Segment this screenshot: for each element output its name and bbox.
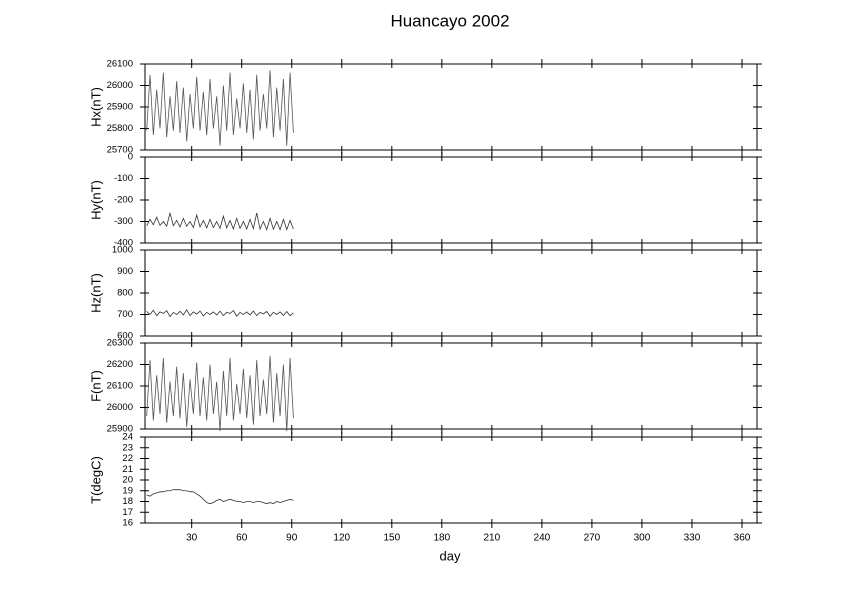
data-line — [146, 489, 294, 505]
y-tick-label: 800 — [117, 288, 133, 299]
x-tick-label: 240 — [534, 533, 551, 544]
plot-frame — [144, 156, 758, 244]
chart-title: Huancayo 2002 — [390, 11, 509, 30]
y-tick-label: 600 — [117, 331, 133, 342]
y-tick-label: 21 — [122, 464, 133, 475]
y-tick-label: 0 — [128, 152, 133, 163]
x-tick-label: 120 — [333, 533, 350, 544]
x-tick-label: 180 — [433, 533, 450, 544]
plot-frame — [144, 249, 758, 337]
y-tick-label: 25700 — [107, 145, 133, 156]
y-tick-label: 1000 — [112, 245, 133, 256]
y-tick-label: 26000 — [107, 80, 133, 91]
y-tick-label: 23 — [122, 442, 133, 453]
y-tick-label: -200 — [114, 195, 133, 206]
y-tick-label: 19 — [122, 485, 133, 496]
y-tick-label: 26300 — [107, 338, 133, 349]
y-tick-label: 25800 — [107, 123, 133, 134]
y-tick-label: 900 — [117, 266, 133, 277]
y-tick-label: 700 — [117, 309, 133, 320]
x-tick-label: 60 — [236, 533, 248, 544]
y-axis-label: F(nT) — [88, 370, 103, 402]
y-tick-label: 16 — [122, 518, 133, 529]
data-line — [146, 309, 294, 318]
y-tick-label: 25900 — [107, 102, 133, 113]
y-tick-label: -100 — [114, 173, 133, 184]
x-tick-label: 300 — [634, 533, 651, 544]
y-tick-label: 22 — [122, 453, 133, 464]
data-line — [146, 212, 294, 231]
data-line — [146, 70, 294, 146]
plot-frame — [144, 436, 758, 524]
x-tick-label: 30 — [186, 533, 198, 544]
x-tick-label: 210 — [484, 533, 501, 544]
y-tick-label: 26100 — [107, 59, 133, 70]
y-axis-label: Hx(nT) — [88, 87, 103, 127]
y-tick-label: 24 — [122, 432, 133, 443]
y-tick-label: -400 — [114, 238, 133, 249]
y-axis-label: T(degC) — [88, 456, 103, 504]
y-tick-label: 18 — [122, 496, 133, 507]
x-tick-label: 90 — [286, 533, 298, 544]
x-tick-label: 330 — [684, 533, 701, 544]
y-tick-label: 17 — [122, 507, 133, 518]
y-tick-label: -300 — [114, 216, 133, 227]
y-tick-label: 26200 — [107, 359, 133, 370]
y-tick-label: 26100 — [107, 381, 133, 392]
y-tick-label: 25900 — [107, 424, 133, 435]
x-tick-label: 360 — [734, 533, 751, 544]
plot-frame — [144, 63, 758, 151]
y-axis-label: Hy(nT) — [88, 180, 103, 220]
x-tick-label: 150 — [383, 533, 400, 544]
x-axis-label: day — [440, 548, 461, 563]
x-tick-label: 270 — [584, 533, 601, 544]
y-tick-label: 26000 — [107, 402, 133, 413]
y-tick-label: 20 — [122, 475, 133, 486]
data-line — [146, 355, 294, 432]
y-axis-label: Hz(nT) — [88, 273, 103, 313]
